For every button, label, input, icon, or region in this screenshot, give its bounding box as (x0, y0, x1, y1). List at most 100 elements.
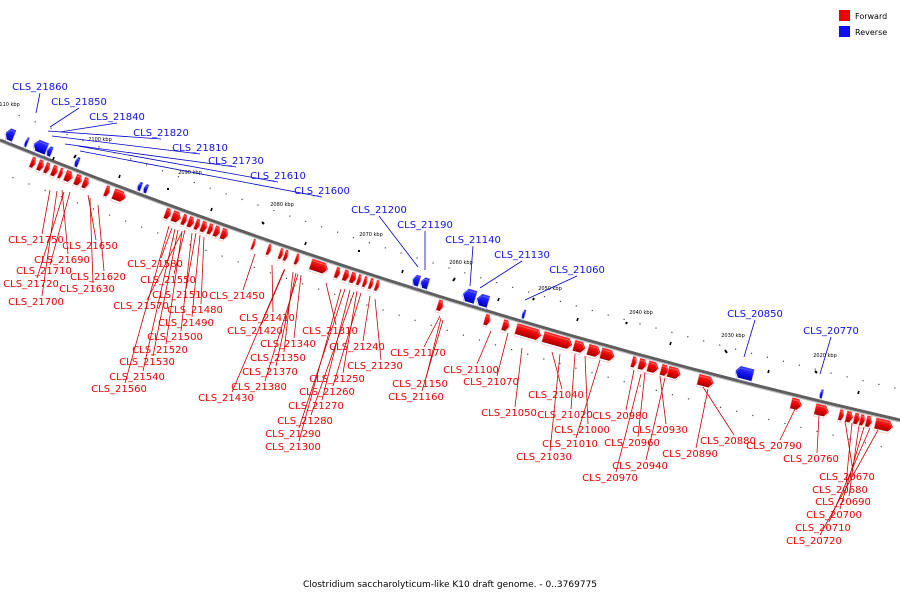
forward-gene[interactable] (354, 274, 363, 288)
forward-gene-label[interactable]: CLS_21520 (132, 345, 188, 356)
reverse-gene-label[interactable]: CLS_20850 (727, 309, 783, 320)
forward-gene[interactable] (179, 213, 189, 228)
forward-gene[interactable] (332, 266, 342, 281)
reverse-gene-label[interactable]: CLS_21850 (51, 97, 107, 108)
forward-gene-label[interactable]: CLS_21050 (481, 408, 537, 419)
forward-gene[interactable] (598, 347, 616, 364)
forward-gene[interactable] (482, 313, 492, 328)
forward-gene[interactable] (864, 415, 873, 430)
reverse-gene[interactable] (22, 137, 30, 150)
forward-gene-label[interactable]: CLS_21030 (516, 452, 572, 463)
forward-gene-label[interactable]: CLS_21510 (152, 290, 208, 301)
forward-gene-label[interactable]: CLS_21100 (443, 365, 499, 376)
forward-gene[interactable] (788, 397, 803, 413)
reverse-gene-label[interactable]: CLS_21060 (549, 265, 605, 276)
forward-gene[interactable] (276, 247, 285, 262)
forward-gene-label[interactable]: CLS_21420 (227, 326, 283, 337)
forward-gene[interactable] (80, 176, 90, 191)
forward-gene-label[interactable]: CLS_21490 (158, 318, 214, 329)
forward-gene[interactable] (249, 238, 257, 252)
reverse-gene[interactable] (72, 156, 81, 170)
forward-gene-label[interactable]: CLS_21550 (140, 275, 196, 286)
reverse-gene-label[interactable]: CLS_21820 (133, 128, 189, 139)
reverse-gene-label[interactable]: CLS_21860 (12, 82, 68, 93)
forward-gene-label[interactable]: CLS_21560 (91, 384, 147, 395)
forward-gene[interactable] (281, 249, 290, 264)
forward-gene-label[interactable]: CLS_20930 (632, 425, 688, 436)
forward-gene-label[interactable]: CLS_21260 (299, 387, 355, 398)
reverse-gene[interactable] (475, 293, 491, 310)
forward-gene[interactable] (366, 277, 375, 292)
forward-gene[interactable] (102, 185, 111, 199)
forward-gene[interactable] (185, 215, 196, 230)
forward-gene-label[interactable]: CLS_20710 (795, 523, 851, 534)
forward-gene-label[interactable]: CLS_21620 (70, 272, 126, 283)
forward-gene-label[interactable]: CLS_21410 (239, 313, 295, 324)
forward-gene[interactable] (27, 156, 37, 171)
forward-gene[interactable] (110, 188, 128, 205)
forward-gene-label[interactable]: CLS_21020 (537, 410, 593, 421)
forward-gene[interactable] (629, 356, 638, 370)
forward-gene-label[interactable]: CLS_21650 (62, 241, 118, 252)
forward-gene-label[interactable]: CLS_21250 (309, 374, 365, 385)
forward-gene-label[interactable]: CLS_20970 (582, 473, 638, 484)
forward-gene[interactable] (873, 417, 894, 435)
forward-gene-label[interactable]: CLS_20720 (786, 536, 842, 547)
reverse-gene[interactable] (818, 389, 824, 401)
forward-gene[interactable] (372, 279, 381, 294)
forward-gene-label[interactable]: CLS_21170 (390, 348, 446, 359)
forward-gene-label[interactable]: CLS_21070 (463, 377, 519, 388)
forward-gene[interactable] (48, 164, 59, 179)
reverse-gene-label[interactable]: CLS_21840 (89, 112, 145, 123)
reverse-gene-label[interactable]: CLS_21190 (397, 220, 453, 231)
forward-gene[interactable] (62, 169, 74, 185)
forward-gene-label[interactable]: CLS_21150 (392, 379, 448, 390)
forward-gene-label[interactable]: CLS_21430 (198, 393, 254, 404)
forward-gene-label[interactable]: CLS_20980 (592, 411, 648, 422)
forward-gene[interactable] (205, 223, 215, 237)
forward-gene[interactable] (211, 225, 222, 240)
reverse-gene[interactable] (410, 274, 422, 289)
reverse-gene[interactable] (418, 276, 431, 292)
forward-gene-label[interactable]: CLS_21010 (542, 439, 598, 450)
reverse-gene-label[interactable]: CLS_20770 (803, 326, 859, 337)
forward-gene[interactable] (360, 275, 369, 290)
forward-gene[interactable] (852, 412, 861, 427)
forward-gene-label[interactable]: CLS_21380 (231, 382, 287, 393)
forward-gene-label[interactable]: CLS_20690 (815, 497, 871, 508)
forward-gene[interactable] (72, 173, 83, 189)
forward-gene-label[interactable]: CLS_21480 (167, 305, 223, 316)
reverse-gene[interactable] (520, 309, 527, 322)
forward-gene-label[interactable]: CLS_20760 (783, 454, 839, 465)
forward-gene-label[interactable]: CLS_21700 (8, 297, 64, 308)
forward-gene[interactable] (340, 269, 351, 284)
forward-gene[interactable] (347, 271, 358, 286)
forward-gene[interactable] (585, 343, 602, 360)
reverse-gene[interactable] (135, 181, 144, 194)
reverse-gene-label[interactable]: CLS_21730 (208, 156, 264, 167)
forward-gene-label[interactable]: CLS_21710 (16, 266, 72, 277)
forward-gene[interactable] (41, 162, 51, 176)
forward-gene-label[interactable]: CLS_21340 (260, 339, 316, 350)
forward-gene[interactable] (571, 339, 587, 356)
forward-gene[interactable] (292, 253, 301, 267)
forward-gene[interactable] (308, 258, 329, 277)
reverse-gene[interactable] (141, 184, 150, 196)
forward-gene-label[interactable]: CLS_20880 (700, 436, 756, 447)
forward-gene-label[interactable]: CLS_21000 (554, 425, 610, 436)
forward-gene-label[interactable]: CLS_20700 (806, 510, 862, 521)
forward-gene-label[interactable]: CLS_21580 (127, 259, 183, 270)
forward-gene-label[interactable]: CLS_21240 (329, 342, 385, 353)
forward-gene[interactable] (169, 210, 183, 225)
forward-gene-label[interactable]: CLS_21530 (119, 357, 175, 368)
forward-gene[interactable] (513, 323, 543, 343)
forward-gene-label[interactable]: CLS_21630 (59, 284, 115, 295)
forward-gene[interactable] (435, 299, 445, 314)
forward-gene[interactable] (658, 363, 670, 379)
forward-gene-label[interactable]: CLS_21040 (528, 390, 584, 401)
forward-gene[interactable] (34, 159, 45, 174)
reverse-gene[interactable] (3, 127, 17, 144)
forward-gene-label[interactable]: CLS_21290 (265, 429, 321, 440)
forward-gene[interactable] (636, 358, 648, 373)
reverse-gene-label[interactable]: CLS_21140 (445, 235, 501, 246)
